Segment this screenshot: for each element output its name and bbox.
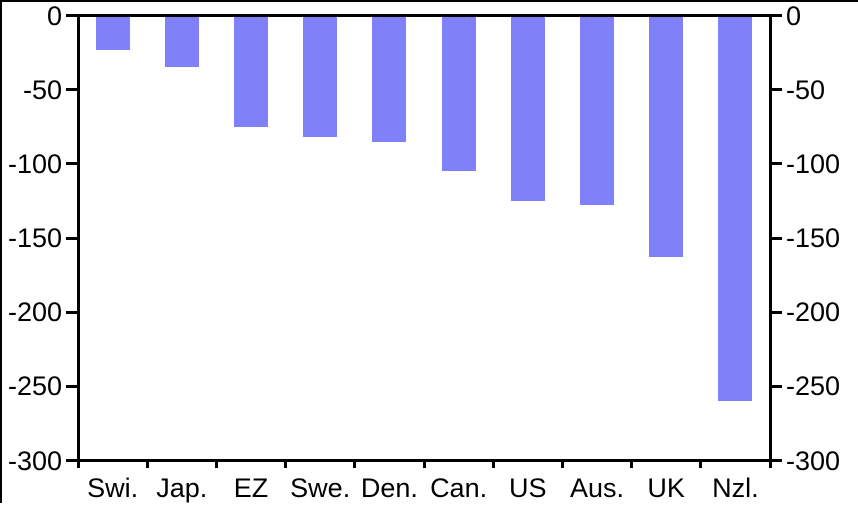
x-category-label: US: [509, 473, 547, 503]
y-tick-left: [66, 14, 78, 17]
x-tick: [353, 460, 357, 468]
bar-nzl: [718, 15, 753, 402]
y-tick-label-left: -150: [7, 223, 62, 253]
x-tick: [76, 460, 80, 468]
x-tick: [214, 460, 218, 468]
y-tick-label-left: -300: [7, 445, 62, 476]
bar-can: [441, 15, 476, 172]
y-tick-label-right: -100: [786, 148, 841, 179]
y-tick-right: [770, 236, 782, 240]
y-tick-label-left: -50: [22, 74, 62, 105]
bar-ez: [234, 15, 268, 127]
y-tick-label-right: -250: [786, 371, 841, 402]
y-tick-label-right: -50: [786, 74, 826, 105]
x-category-label: Den.: [360, 473, 418, 503]
y-tick-label-right: 0: [786, 0, 802, 31]
y-tick-left: [66, 310, 78, 314]
x-tick: [768, 460, 772, 468]
bar-jap: [164, 15, 199, 68]
x-category-label: Swi.: [87, 473, 139, 503]
y-tick-right: [770, 88, 782, 92]
y-tick-label-left: -100: [7, 148, 62, 179]
x-category-label: Aus.: [569, 473, 624, 503]
x-tick: [699, 460, 703, 468]
x-tick: [630, 460, 634, 468]
x-category-label: Can.: [430, 473, 488, 503]
x-category-label: EZ: [233, 473, 269, 503]
y-tick-left: [66, 459, 78, 462]
bar-us: [510, 15, 545, 201]
bar-aus: [580, 15, 614, 206]
x-category-label: Nzl.: [712, 473, 759, 503]
y-tick-right: [770, 14, 782, 17]
y-axis-right: [768, 14, 772, 468]
y-tick-left: [66, 384, 78, 388]
x-category-label: Jap.: [156, 473, 208, 503]
window-edge-left: [0, 0, 2, 503]
y-tick-left: [66, 88, 78, 92]
x-tick: [491, 460, 495, 468]
y-tick-label-left: 0: [46, 0, 62, 31]
x-tick: [422, 460, 426, 468]
x-tick: [284, 460, 288, 468]
x-category-label: Swe.: [290, 473, 351, 503]
bar-uk: [649, 15, 684, 258]
zero-line: [66, 14, 782, 17]
y-tick-label-right: -200: [786, 297, 841, 328]
bar-swi: [95, 15, 130, 50]
y-tick-right: [770, 459, 782, 462]
x-category-label: UK: [647, 473, 685, 503]
y-tick-left: [66, 162, 78, 166]
bar-den: [372, 15, 407, 142]
x-tick: [145, 460, 149, 468]
y-tick-label-left: -200: [7, 297, 62, 328]
y-tick-label-right: -300: [786, 445, 841, 476]
y-tick-right: [770, 162, 782, 166]
bar-swe: [303, 15, 338, 138]
y-tick-left: [66, 236, 78, 240]
y-tick-right: [770, 310, 782, 314]
y-tick-label-left: -250: [7, 371, 62, 402]
y-tick-right: [770, 384, 782, 388]
x-tick: [560, 460, 564, 468]
y-tick-label-right: -150: [786, 223, 841, 253]
window-edge-top: [0, 0, 858, 2]
y-axis-left: [76, 14, 80, 468]
